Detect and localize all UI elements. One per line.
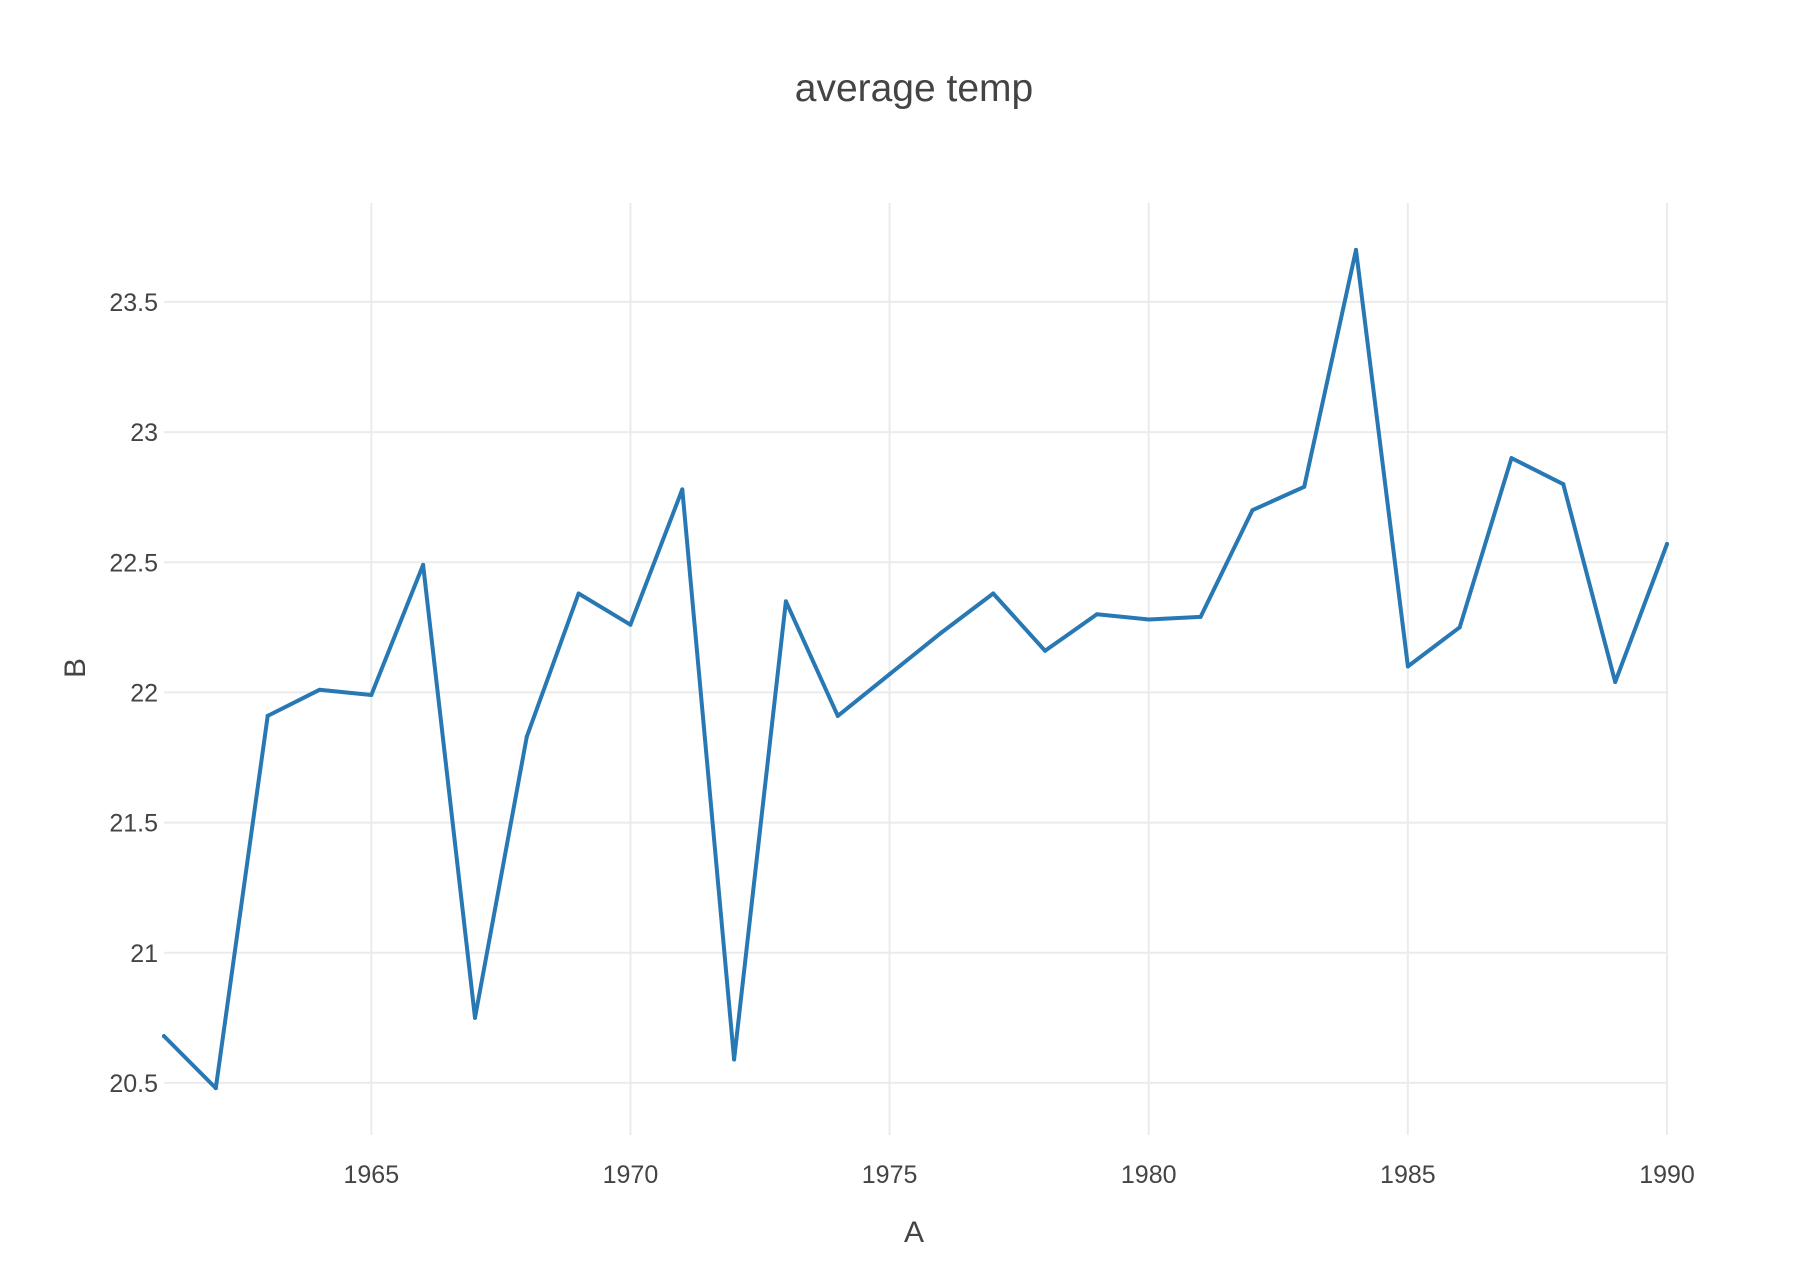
data-point xyxy=(1094,612,1099,617)
y-tick-label: 23 xyxy=(130,419,158,447)
x-tick-label: 1970 xyxy=(603,1161,659,1189)
data-point xyxy=(162,1034,166,1039)
series-line xyxy=(162,247,1669,1091)
data-point xyxy=(1509,456,1514,461)
x-tick-labels: 1965 1970 1975 1980 1985 1990 xyxy=(343,1161,1694,1189)
data-point xyxy=(1146,617,1151,622)
data-point xyxy=(835,713,840,718)
y-axis-label: B xyxy=(59,658,92,678)
data-point xyxy=(472,1015,477,1020)
data-point xyxy=(317,687,322,692)
data-point xyxy=(783,599,788,604)
data-point xyxy=(369,693,374,698)
x-tick-label: 1990 xyxy=(1639,1161,1695,1189)
x-tick-label: 1985 xyxy=(1380,1161,1436,1189)
data-point xyxy=(265,713,270,718)
y-tick-labels: 20.5 21 21.5 22 22.5 23 23.5 xyxy=(109,289,158,1098)
y-tick-label: 21 xyxy=(130,940,158,968)
data-point xyxy=(1198,614,1203,619)
data-point xyxy=(1354,247,1359,252)
data-point xyxy=(1405,664,1410,669)
y-tick-label: 22 xyxy=(130,679,158,707)
data-point xyxy=(1561,482,1566,487)
y-tick-label: 22.5 xyxy=(109,549,158,577)
data-point xyxy=(939,630,944,635)
data-point xyxy=(628,622,633,627)
x-tick-label: 1965 xyxy=(343,1161,399,1189)
data-point xyxy=(576,591,581,596)
y-tick-label: 20.5 xyxy=(109,1070,158,1098)
x-tick-label: 1980 xyxy=(1121,1161,1177,1189)
data-point xyxy=(1613,680,1618,685)
data-point xyxy=(732,1057,737,1062)
y-tick-label: 21.5 xyxy=(109,810,158,838)
data-point xyxy=(991,591,996,596)
chart-title: average temp xyxy=(795,67,1033,110)
data-point xyxy=(524,734,529,739)
x-tick-label: 1975 xyxy=(862,1161,918,1189)
data-point xyxy=(1302,484,1307,489)
y-tick-label: 23.5 xyxy=(109,289,158,317)
data-point xyxy=(213,1086,218,1091)
x-gridlines xyxy=(370,203,1668,1135)
data-point xyxy=(680,487,685,492)
data-point xyxy=(1043,648,1048,653)
data-point xyxy=(887,672,892,677)
data-point xyxy=(1457,625,1462,630)
x-axis-label: A xyxy=(904,1216,924,1249)
data-point xyxy=(421,562,426,567)
data-point xyxy=(1250,508,1255,513)
data-point xyxy=(1665,542,1669,547)
y-gridlines xyxy=(164,300,1667,1084)
data-points xyxy=(162,247,1669,1091)
